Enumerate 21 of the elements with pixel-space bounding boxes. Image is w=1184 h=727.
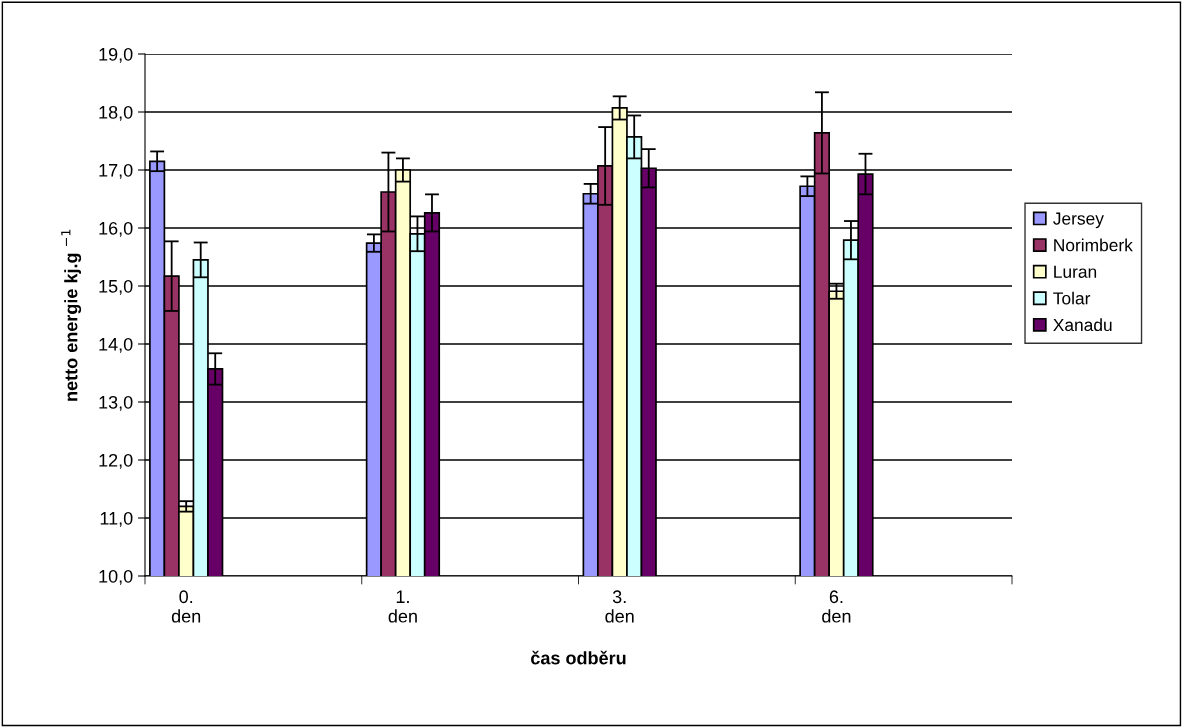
x-tick-label: 0. den: [171, 590, 201, 623]
y-tick-label: 14,0: [99, 337, 133, 353]
y-axis-title: netto energie kj.g $^{−1}$: [61, 229, 82, 401]
legend-label: Luran: [1054, 265, 1097, 278]
y-tick-label: 13,0: [99, 395, 133, 411]
x-tick-label: 6. den: [822, 590, 851, 623]
legend-label: Norimberk: [1054, 238, 1133, 252]
legend-label: Xanadu: [1053, 318, 1112, 332]
x-axis-title: čas odběru: [531, 650, 626, 665]
legend-label: Jersey: [1053, 212, 1104, 229]
x-tick-label: 1. den: [388, 590, 417, 623]
y-tick-label: 11,0: [100, 511, 133, 527]
y-tick-label: 16,0: [99, 221, 133, 237]
y-tick-label: 18,0: [99, 105, 133, 121]
y-tick-label: 17,0: [99, 163, 133, 179]
y-tick-label: 19,0: [99, 47, 133, 63]
y-tick-label: 10,0: [99, 569, 133, 585]
y-tick-label: 15,0: [99, 279, 133, 295]
legend-label: Tolar: [1053, 291, 1091, 305]
x-tick-label: 3. den: [605, 590, 634, 623]
y-tick-label: 12,0: [99, 453, 133, 469]
